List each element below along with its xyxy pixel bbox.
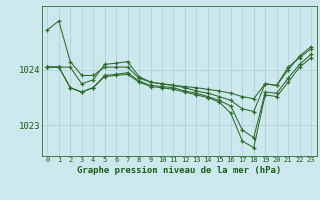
X-axis label: Graphe pression niveau de la mer (hPa): Graphe pression niveau de la mer (hPa) <box>77 166 281 175</box>
